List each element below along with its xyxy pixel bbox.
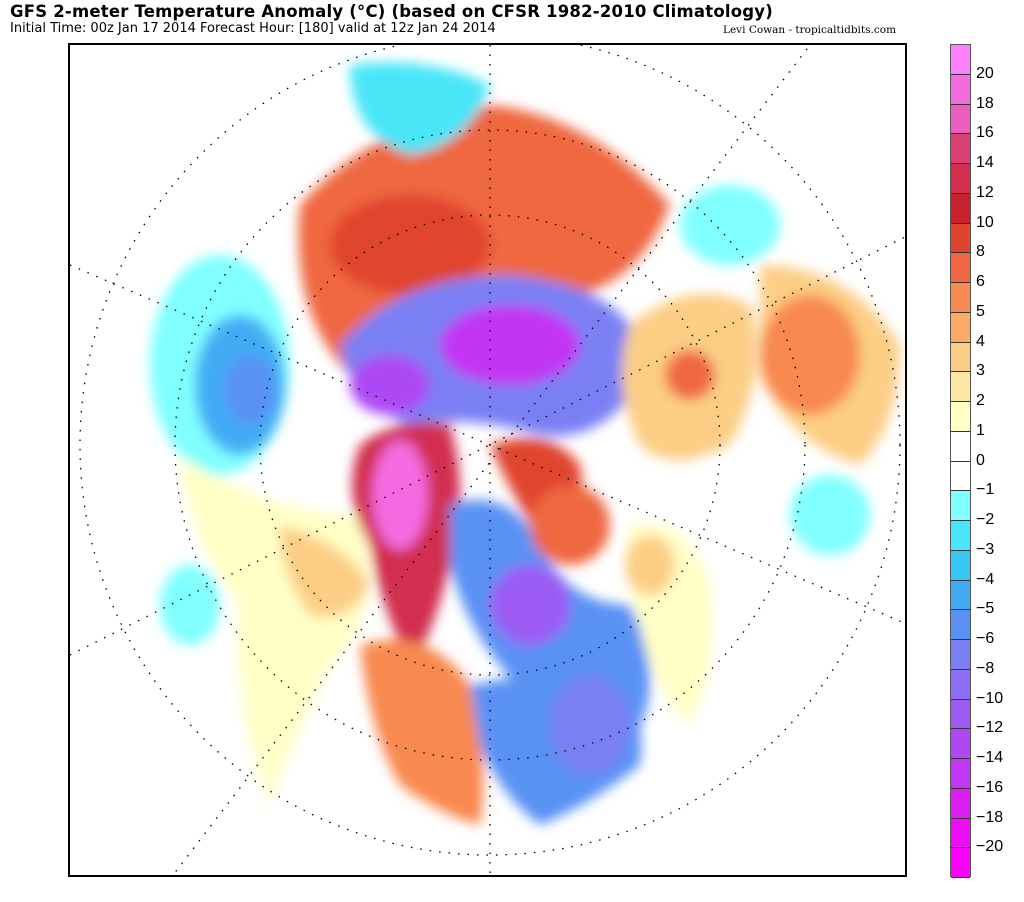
colorbar-segment <box>951 402 970 432</box>
anomaly-west-africa-cold <box>790 475 870 555</box>
colorbar-tick-label: 0 <box>976 451 985 469</box>
colorbar-segment <box>951 580 970 611</box>
anomaly-north-pacific-cold-inner <box>225 355 275 425</box>
colorbar-tick-label: −12 <box>976 719 1004 737</box>
colorbar-segment <box>951 461 970 492</box>
colorbar-segment <box>951 45 970 75</box>
colorbar-tick-label: 12 <box>976 183 994 201</box>
anomaly-alaska-warm-core <box>372 440 428 550</box>
colorbar-tick-label: −2 <box>976 511 995 528</box>
colorbar-tick-label: 3 <box>976 362 985 380</box>
colorbar-tick-label: 1 <box>976 421 985 439</box>
colorbar-tick-label: 18 <box>976 94 994 112</box>
colorbar-segment <box>951 193 970 224</box>
anomaly-hudson-cold-core <box>490 565 570 645</box>
colorbar-segment <box>951 312 970 343</box>
colorbar-segment <box>951 283 970 313</box>
anomaly-hawaii-cold <box>160 565 220 645</box>
colorbar-segment <box>951 104 970 135</box>
anomaly-russia-warm-core <box>330 195 490 295</box>
colorbar-segment <box>951 848 970 878</box>
anomaly-arctic-cold-core <box>440 305 580 385</box>
colorbar-segment <box>951 223 970 254</box>
anomaly-central-europe-warm-core <box>665 350 715 400</box>
colorbar-tick-label: 8 <box>976 243 985 261</box>
colorbar-tick-label: −14 <box>976 749 1004 766</box>
colorbar-segment <box>951 550 970 581</box>
colorbar-tick-label: 4 <box>976 332 985 350</box>
colorbar-tick-label: 2 <box>976 392 985 409</box>
latitude-circle-20n <box>174 129 806 761</box>
colorbar-tick-label: −5 <box>976 600 995 618</box>
colorbar-tick-label: −1 <box>976 481 995 499</box>
colorbar-segment <box>951 729 970 759</box>
credit-text: Levi Cowan - tropicaltidbits.com <box>723 24 897 36</box>
colorbar-segment <box>951 610 970 640</box>
colorbar-segment <box>951 788 970 819</box>
colorbar-segment <box>951 491 970 521</box>
anomaly-pacific-warm-core <box>280 525 370 617</box>
polar-map <box>70 45 905 875</box>
colorbar-tick-label: 16 <box>976 124 994 142</box>
colorbar-tick-label: −4 <box>976 570 995 588</box>
colorbar-segment <box>951 640 970 670</box>
colorbar-tick-label: 10 <box>976 213 994 231</box>
colorbar-segment <box>951 699 970 730</box>
colorbar-tick-label: 5 <box>976 302 985 320</box>
colorbar-segment <box>951 253 970 283</box>
anomaly-mid-atlantic-warm-core <box>625 535 675 595</box>
colorbar-segment <box>951 372 970 402</box>
colorbar-segment <box>951 431 970 462</box>
chart-title: GFS 2-meter Temperature Anomaly (°C) (ba… <box>10 2 773 21</box>
colorbar-tick-label: −3 <box>976 540 995 558</box>
colorbar-segment <box>951 759 970 789</box>
latitude-circle-outer <box>79 45 901 856</box>
colorbar-tick-label: −16 <box>976 778 1004 796</box>
meridian-diag-1 <box>70 264 905 624</box>
colorbar-segment <box>951 818 970 849</box>
colorbar-tick-label: −6 <box>976 630 995 647</box>
colorbar-tick-label: 20 <box>976 64 994 82</box>
colorbar-segment <box>951 164 970 194</box>
colorbar-segment <box>951 74 970 105</box>
anomaly-sahara-warm-core <box>760 295 860 415</box>
colorbar <box>950 44 971 878</box>
colorbar-tick-label: 14 <box>976 154 994 171</box>
map-panel <box>68 43 907 877</box>
anomaly-arctic-cold-fringe <box>350 62 490 155</box>
anomaly-western-na-warm <box>360 640 484 825</box>
colorbar-tick-label: −10 <box>976 689 1004 707</box>
latitude-circle-40n <box>259 214 721 676</box>
colorbar-segment <box>951 342 970 373</box>
colorbar-segment <box>951 669 970 700</box>
colorbar-segment <box>951 521 970 551</box>
anomaly-greenland-east-warm <box>530 485 610 565</box>
graticule <box>70 45 905 875</box>
anomaly-atlantic-cold-core <box>550 675 630 775</box>
chart-subtitle: Initial Time: 00z Jan 17 2014 Forecast H… <box>10 21 496 36</box>
colorbar-segment <box>951 134 970 164</box>
anomaly-west-russia-cold <box>680 185 780 265</box>
colorbar-tick-label: 6 <box>976 273 985 290</box>
anomaly-siberia-cold-core <box>350 355 430 415</box>
colorbar-tick-label: −20 <box>976 838 1004 856</box>
colorbar-tick-label: −8 <box>976 659 995 677</box>
colorbar-tick-label: −18 <box>976 808 1004 826</box>
